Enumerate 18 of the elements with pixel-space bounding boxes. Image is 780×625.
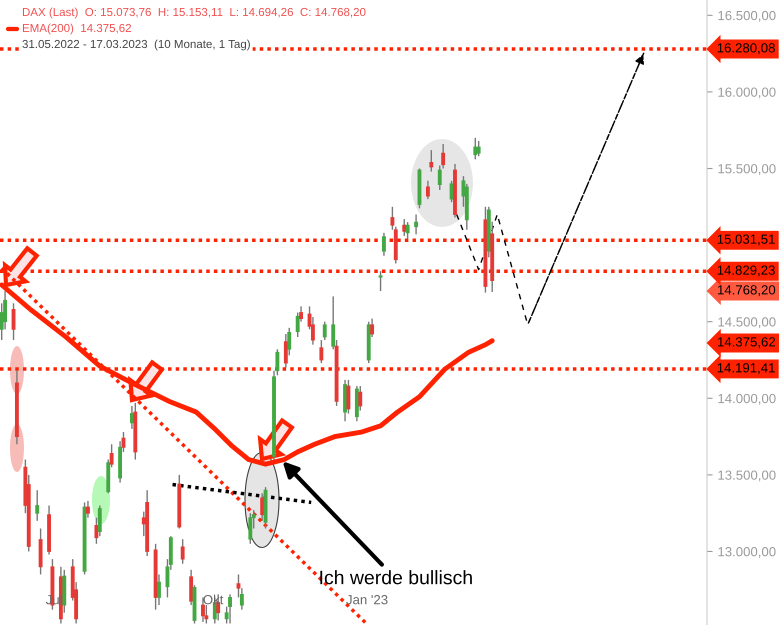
annotation: EMA(200) 14.375,62 [22, 24, 132, 34]
text: 14.375,62 [718, 337, 776, 348]
annotation: Ich werde bullisch [320, 570, 472, 584]
y-tick-label: 16.000,00 [718, 87, 776, 98]
y-tick-label: 16.500,00 [718, 10, 776, 22]
ref-line-label: 16.280,08 [718, 43, 775, 54]
y-tick-label: 15.500,00 [718, 164, 776, 175]
annotation: DAX (Last) O: 15.073,76 H: 15.153,11 L: 14.694,26 C: 14.768,20 [22, 8, 366, 18]
text: 14.768,20 [718, 285, 776, 296]
y-tick-label: 13.500,00 [718, 470, 776, 482]
ref-line-label: 15.031,51 [718, 234, 775, 246]
ref-line-label: 14.191,41 [718, 363, 775, 374]
annotation: 31.05.2022 - 17.03.2023 (10 Monate, 1 Tag) [22, 40, 250, 50]
y-tick-label: 14.000,00 [718, 394, 776, 405]
ref-line-label: 14.829,23 [718, 265, 775, 276]
y-tick-label: 14.500,00 [718, 317, 776, 328]
y-tick-label: 13.000,00 [718, 547, 776, 558]
x-tick-label: Jan '23 [346, 594, 388, 604]
